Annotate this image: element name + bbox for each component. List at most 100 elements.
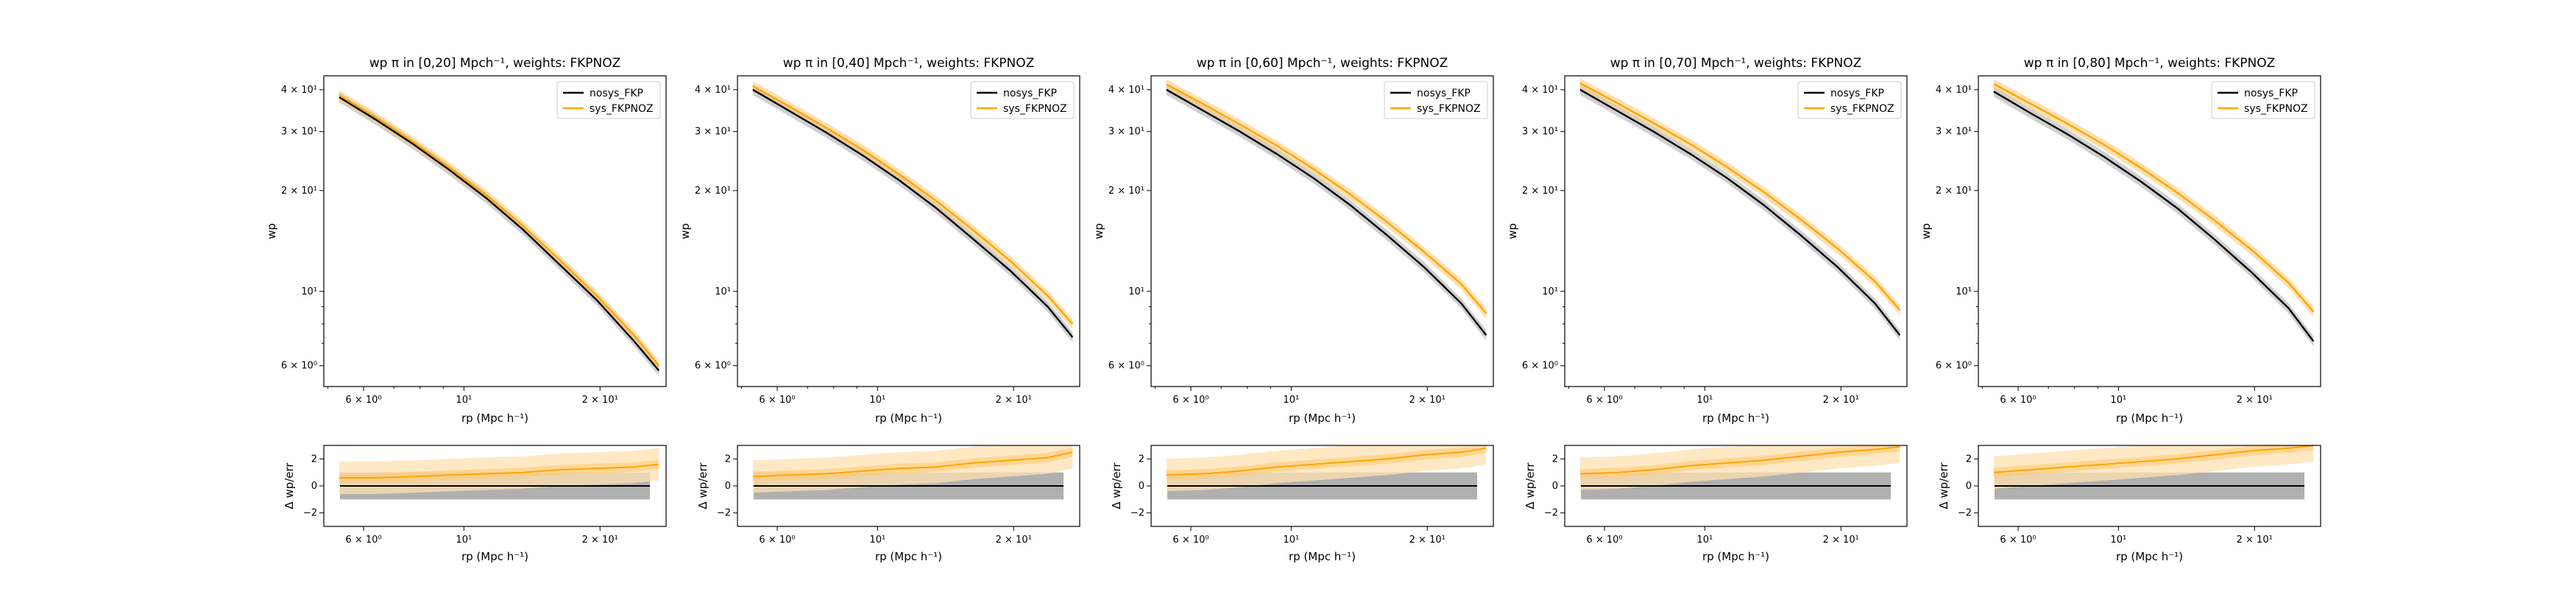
top-x-axis-label: rp (Mpc h⁻¹) <box>1289 412 1356 425</box>
legend-label-nosys: nosys_FKP <box>1417 88 1471 99</box>
nosys-line <box>1579 88 1901 336</box>
bottom-x-axis-label: rp (Mpc h⁻¹) <box>461 550 528 563</box>
x-tick-label: 2 × 10¹ <box>582 395 618 406</box>
legend-label-nosys: nosys_FKP <box>590 88 643 99</box>
y-tick-label: 10¹ <box>301 286 317 297</box>
nosys-error-band <box>1579 85 1900 341</box>
legend-label-sys: sys_FKPNOZ <box>1003 103 1067 115</box>
legend-label-sys: sys_FKPNOZ <box>590 103 654 115</box>
panel-2: wp π in [0,40] Mpch⁻¹, weights: FKPNOZ 6 … <box>679 56 1080 563</box>
residual-x-tick-label: 10¹ <box>2110 535 2126 546</box>
x-tick-label: 2 × 10¹ <box>1823 395 1859 406</box>
y-tick-label: 6 × 10⁰ <box>695 361 731 372</box>
y-tick-label: 6 × 10⁰ <box>281 361 317 372</box>
residual-x-tick-label: 10¹ <box>869 535 885 546</box>
sys-line <box>1166 83 1487 314</box>
top-y-axis-label: wp <box>1092 223 1105 239</box>
residual-x-tick-label: 6 × 10⁰ <box>759 535 795 546</box>
nosys-error-band <box>1166 85 1487 341</box>
sys-error-band <box>1166 79 1487 319</box>
residual-sys-line <box>339 463 659 479</box>
residual-sys-line <box>1579 445 1900 475</box>
y-tick-label: 2 × 10¹ <box>281 186 317 197</box>
y-tick-label: 10¹ <box>715 286 731 297</box>
sys-line <box>1993 83 2315 313</box>
y-tick-label: 4 × 10¹ <box>281 85 317 96</box>
x-tick-label: 6 × 10⁰ <box>1172 395 1209 406</box>
x-tick-label: 10¹ <box>456 395 472 406</box>
residual-y-tick-label: −2 <box>1958 508 1972 519</box>
y-tick-label: 6 × 10⁰ <box>1936 361 1972 372</box>
y-tick-label: 2 × 10¹ <box>1108 186 1144 197</box>
bottom-y-axis-label: Δ wp/err <box>1937 462 1950 509</box>
legend-box <box>1384 81 1488 119</box>
residual-x-tick-label: 10¹ <box>456 535 472 546</box>
x-tick-label: 6 × 10⁰ <box>2000 395 2036 406</box>
residual-y-tick-label: 2 <box>1139 454 1144 465</box>
panel-title: wp π in [0,70] Mpch⁻¹, weights: FKPNOZ <box>1610 56 1862 71</box>
bottom-y-axis-label: Δ wp/err <box>1524 462 1537 509</box>
sys-error-band <box>1993 79 2314 317</box>
bottom-y-axis-label: Δ wp/err <box>696 462 710 509</box>
residual-x-tick-label: 2 × 10¹ <box>996 535 1032 546</box>
x-tick-label: 10¹ <box>869 395 885 406</box>
nosys-line <box>752 88 1074 338</box>
x-tick-label: 10¹ <box>1696 395 1713 406</box>
top-x-axis-label: rp (Mpc h⁻¹) <box>1702 412 1769 425</box>
top-y-axis-label: wp <box>1506 223 1519 239</box>
panel-title: wp π in [0,80] Mpch⁻¹, weights: FKPNOZ <box>2024 56 2276 71</box>
sys-line <box>1579 82 1901 311</box>
bottom-x-axis-label: rp (Mpc h⁻¹) <box>875 550 942 563</box>
y-tick-label: 10¹ <box>1128 286 1144 297</box>
y-tick-label: 3 × 10¹ <box>281 127 317 138</box>
y-tick-label: 3 × 10¹ <box>1522 127 1558 138</box>
y-tick-label: 2 × 10¹ <box>695 186 731 197</box>
residual-sys-line <box>752 451 1073 478</box>
residual-x-tick-label: 10¹ <box>1283 535 1299 546</box>
panel-title: wp π in [0,20] Mpch⁻¹, weights: FKPNOZ <box>369 56 621 71</box>
residual-x-tick-label: 6 × 10⁰ <box>345 535 381 546</box>
sys-error-band <box>1579 78 1900 316</box>
nosys-line <box>1166 88 1487 336</box>
residual-y-tick-label: −2 <box>303 508 317 519</box>
legend-label-nosys: nosys_FKP <box>2244 88 2298 99</box>
x-tick-label: 6 × 10⁰ <box>759 395 795 406</box>
residual-y-tick-label: 0 <box>311 481 317 492</box>
top-axes-frame <box>1564 75 1908 387</box>
residual-y-tick-label: 0 <box>1966 481 1972 492</box>
bottom-x-axis-label: rp (Mpc h⁻¹) <box>2116 550 2183 563</box>
legend-box <box>970 81 1075 119</box>
residual-y-tick-label: 0 <box>1552 481 1558 492</box>
residual-x-tick-label: 10¹ <box>1696 535 1713 546</box>
bottom-y-axis-label: Δ wp/err <box>1110 462 1123 509</box>
y-tick-label: 4 × 10¹ <box>695 85 731 96</box>
x-tick-label: 10¹ <box>1283 395 1299 406</box>
x-tick-label: 2 × 10¹ <box>2237 395 2273 406</box>
panel-3: wp π in [0,60] Mpch⁻¹, weights: FKPNOZ 6 … <box>1092 56 1494 563</box>
sys-line <box>752 85 1074 325</box>
bottom-y-axis-label: Δ wp/err <box>283 462 296 509</box>
y-tick-label: 6 × 10⁰ <box>1108 361 1144 372</box>
y-tick-label: 3 × 10¹ <box>1108 127 1144 138</box>
residual-y-tick-label: 0 <box>1139 481 1144 492</box>
residual-y-tick-label: −2 <box>717 508 731 519</box>
y-tick-label: 2 × 10¹ <box>1936 186 1972 197</box>
residual-x-tick-label: 2 × 10¹ <box>2237 535 2273 546</box>
legend-box <box>2211 81 2315 119</box>
panel-title: wp π in [0,40] Mpch⁻¹, weights: FKPNOZ <box>783 56 1035 71</box>
panel-4: wp π in [0,70] Mpch⁻¹, weights: FKPNOZ 6 … <box>1506 56 1908 563</box>
legend-box <box>556 81 661 119</box>
top-x-axis-label: rp (Mpc h⁻¹) <box>2116 412 2183 425</box>
nosys-error-band <box>339 92 659 376</box>
nosys-line <box>1993 91 2315 342</box>
y-tick-label: 3 × 10¹ <box>695 127 731 138</box>
sys-error-band <box>339 90 659 371</box>
y-tick-label: 10¹ <box>1956 286 1972 297</box>
top-y-axis-label: wp <box>679 223 692 239</box>
nosys-line <box>339 96 660 372</box>
residual-x-tick-label: 6 × 10⁰ <box>1172 535 1209 546</box>
residual-y-tick-label: 2 <box>1966 454 1972 465</box>
nosys-error-band <box>752 85 1073 342</box>
top-axes-frame <box>1978 75 2321 387</box>
